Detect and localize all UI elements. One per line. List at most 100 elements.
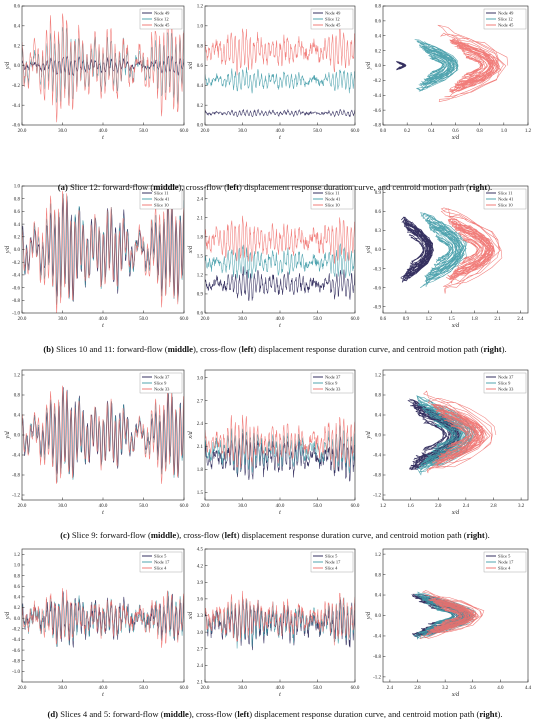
series-node-37-line xyxy=(22,387,184,478)
y-tick-label: 0.8 xyxy=(14,197,21,202)
x-tick-label: 30.0 xyxy=(58,129,67,134)
y-tick-label: 1.2 xyxy=(14,553,21,558)
y-tick-label: 0.4 xyxy=(375,34,382,39)
y-tick-label: 3.3 xyxy=(197,614,204,619)
y-tick-label: -0.2 xyxy=(12,84,20,89)
legend-entry: Slice 5 xyxy=(325,554,338,559)
y-tick-label: 0.6 xyxy=(14,5,21,10)
y-tick-label: 1.8 xyxy=(197,468,204,473)
legend-entry: Node 37 xyxy=(325,375,341,380)
y-tick-label: 2.1 xyxy=(197,681,204,686)
y-tick-label: 0.4 xyxy=(14,223,21,228)
y-tick-label: -0.6 xyxy=(373,286,381,291)
legend-entry: Slice 11 xyxy=(498,191,512,196)
x-tick-label: 2.4 xyxy=(517,317,524,322)
y-tick-label: -0.8 xyxy=(12,299,20,304)
x-tick-label: 20.0 xyxy=(18,129,27,134)
y-tick-label: -0.2 xyxy=(373,79,381,84)
legend-entry: Slice 9 xyxy=(498,381,511,386)
x-axis-label: t xyxy=(102,135,104,141)
y-tick-label: -0.4 xyxy=(12,454,20,459)
x-tick-label: 0.8 xyxy=(477,129,484,134)
y-tick-label: 0.8 xyxy=(375,573,382,578)
x-tick-label: 30.0 xyxy=(238,686,247,691)
y-tick-label: 0.4 xyxy=(14,25,21,30)
y-tick-label: 1.0 xyxy=(14,564,21,569)
x-tick-label: 60.0 xyxy=(351,686,360,691)
x-tick-label: 1.2 xyxy=(426,317,433,322)
x-tick-label: 0.4 xyxy=(428,129,435,134)
x-tick-label: 3.6 xyxy=(470,686,477,691)
y-tick-label: 3.6 xyxy=(197,598,204,603)
legend-entry: Node 41 xyxy=(154,197,169,202)
x-tick-label: 20.0 xyxy=(18,317,27,322)
legend-entry: Slice 5 xyxy=(154,554,167,559)
y-axis-label: y/d xyxy=(366,245,372,254)
x-tick-label: 30.0 xyxy=(58,686,67,691)
legend-entry: Slice 10 xyxy=(498,203,513,208)
legend-entry: Node 33 xyxy=(325,387,341,392)
y-tick-label: -1.2 xyxy=(12,494,20,499)
y-tick-label: 2.4 xyxy=(197,197,204,202)
x-tick-label: 0.2 xyxy=(404,129,411,134)
legend-entry: Slice 9 xyxy=(325,381,338,386)
x-tick-label: 60.0 xyxy=(180,129,189,134)
y-tick-label: 1.0 xyxy=(197,25,204,30)
series-slice-11-line xyxy=(205,266,355,301)
legend-entry: Slice 10 xyxy=(325,203,340,208)
series-node-45-line xyxy=(205,26,355,76)
panel-a-right: 0.0 0.2 0.4 0.6 0.8 1.0 1.2 -0.8 -0.6 -0.4 -0.2 0.0… xyxy=(366,5,532,141)
legend-entry: Node 41 xyxy=(325,197,340,202)
series-node-41-line xyxy=(205,243,355,279)
x-tick-label: 50.0 xyxy=(313,504,322,509)
x-tick-label: 0.9 xyxy=(403,317,410,322)
y-tick-label: 0.6 xyxy=(14,210,21,215)
legend-entry: Slice 11 xyxy=(325,191,339,196)
series-node-41-line xyxy=(419,212,468,288)
y-tick-label: 0.0 xyxy=(14,64,21,69)
y-tick-label: -0.8 xyxy=(12,659,20,664)
x-axis-label: t xyxy=(279,692,281,698)
series-node-49-line xyxy=(396,60,407,71)
panel-b-right: 0.6 0.9 1.2 1.5 1.8 2.1 2.4 -0.9 -0.6 -0.3 0.0 0.3 0… xyxy=(366,185,529,329)
series-node-33-line xyxy=(205,414,355,470)
y-tick-label: -1.0 xyxy=(12,670,20,675)
series-node-45-line xyxy=(437,24,509,102)
panel-d-right: 2.4 2.8 3.2 3.6 4.0 4.4 -1.2 -0.8 -0.4 0.0 0.4 0.8 1… xyxy=(366,548,532,698)
y-axis-label: y/d xyxy=(5,611,11,620)
y-tick-label: 0.0 xyxy=(14,248,21,253)
x-tick-label: 40.0 xyxy=(276,504,285,509)
y-tick-label: -0.4 xyxy=(373,635,381,640)
legend-entry: Slice 11 xyxy=(154,191,168,196)
x-tick-label: 30.0 xyxy=(58,504,67,509)
y-tick-label: 0.8 xyxy=(375,394,382,399)
y-axis-label: y/d xyxy=(366,611,372,620)
x-tick-label: 0.6 xyxy=(452,129,459,134)
legend-entry: Slice 4 xyxy=(498,566,511,571)
y-tick-label: -0.4 xyxy=(12,638,20,643)
x-tick-label: 4.0 xyxy=(497,686,504,691)
legend-entry: Node 33 xyxy=(154,387,170,392)
y-tick-label: 2.7 xyxy=(197,647,204,652)
x-tick-label: 50.0 xyxy=(313,129,322,134)
y-tick-label: 0.0 xyxy=(375,64,382,69)
y-tick-label: 0.0 xyxy=(375,614,382,619)
x-axis-label: t xyxy=(279,323,281,329)
x-tick-label: 30.0 xyxy=(238,317,247,322)
legend-entry: Node 45 xyxy=(325,23,341,28)
y-tick-label: 0.9 xyxy=(375,191,382,196)
y-tick-label: 3.0 xyxy=(197,631,204,636)
series-slice-4-line xyxy=(419,590,485,639)
y-tick-label: 1.8 xyxy=(197,236,204,241)
legend-entry: Node 41 xyxy=(498,197,513,202)
caption-d-tag: (d) xyxy=(47,709,59,719)
y-tick-label: 1.2 xyxy=(197,274,204,279)
